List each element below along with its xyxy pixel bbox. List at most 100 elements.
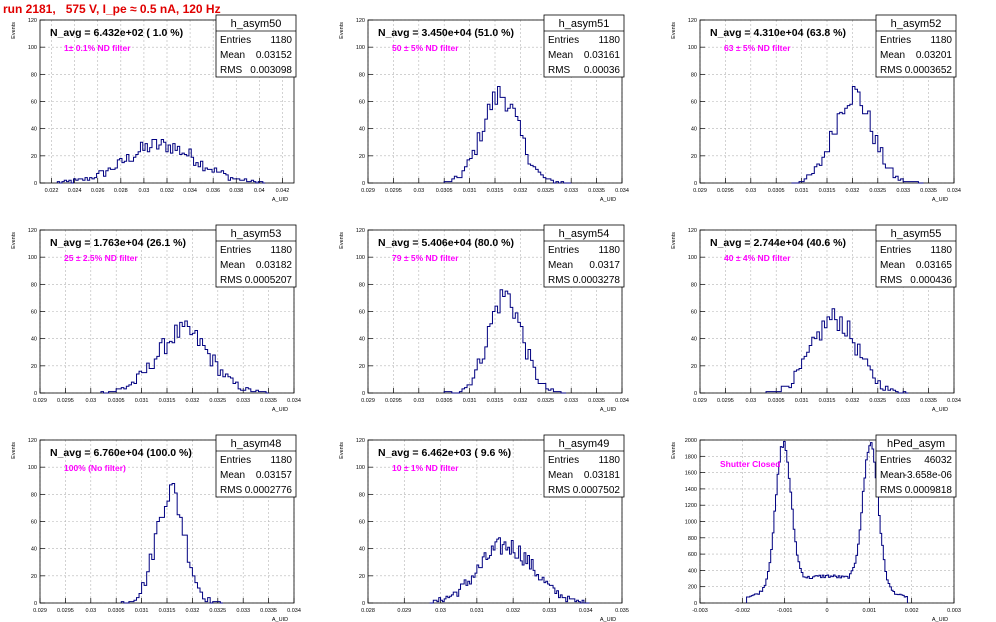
x-tick-label: 0.0315 xyxy=(487,398,504,404)
x-tick-label: 0.031 xyxy=(795,188,809,194)
annotation-label: 25 ± 2.5% ND filter xyxy=(64,253,138,263)
navg-label: N_avg = 6.432e+02 ( 1.0 %) xyxy=(50,27,183,39)
x-tick-label: 0.0325 xyxy=(869,188,886,194)
x-tick-label: 0.034 xyxy=(615,398,629,404)
stat-value-entries: 1180 xyxy=(930,35,952,46)
y-tick-label: 0 xyxy=(362,391,365,397)
x-tick-label: 0.034 xyxy=(183,188,197,194)
stat-label-entries: Entries xyxy=(220,245,251,256)
stat-value-mean: 0.0317 xyxy=(589,260,620,271)
x-tick-label: 0.032 xyxy=(846,188,860,194)
annotation-label: 63 ± 5% ND filter xyxy=(724,43,791,53)
x-tick-label: 0.03 xyxy=(413,188,424,194)
x-tick-label: 0.029 xyxy=(361,188,375,194)
stats-box-frame xyxy=(543,14,625,78)
stats-title: hPed_asym xyxy=(887,438,945,450)
histogram-h_asym55 xyxy=(765,308,909,394)
x-tick-label: 0.0315 xyxy=(819,188,836,194)
stats-title: h_asym51 xyxy=(559,18,610,30)
y-tick-label: 60 xyxy=(359,100,365,106)
panel-h_asym50: 0.022 0.024 0.026 0.028 0.03 0.032 0.034 0.036 0… xyxy=(11,14,297,203)
stat-label-rms: RMS xyxy=(548,485,571,496)
stat-value-entries: 1180 xyxy=(270,455,292,466)
stats-box: h_asym49 Entries 1180 Mean 0.03181 RMS 0.00075… xyxy=(543,434,625,498)
x-tick-label: 0.026 xyxy=(91,188,105,194)
stat-value-mean: -3.658e-06 xyxy=(904,470,953,481)
navg-label: N_avg = 6.462e+03 ( 9.6 %) xyxy=(378,447,511,459)
y-tick-label: 20 xyxy=(31,154,37,160)
stats-box-frame xyxy=(543,434,625,498)
y-tick-label: 1000 xyxy=(685,520,697,526)
y-tick-label: 60 xyxy=(691,310,697,316)
y-tick-label: 1200 xyxy=(685,503,697,509)
x-tick-label: 0.034 xyxy=(947,188,961,194)
y-tick-label: 800 xyxy=(688,536,697,542)
x-tick-label: 0.0315 xyxy=(159,398,176,404)
x-tick-label: 0.038 xyxy=(229,188,243,194)
x-tick-label: 0.034 xyxy=(579,608,593,614)
stat-label-rms: RMS xyxy=(880,65,903,76)
x-tick-label: 0.031 xyxy=(463,398,477,404)
navg-label: N_avg = 4.310e+04 (63.8 %) xyxy=(710,27,846,39)
histogram-h_asym50 xyxy=(56,139,266,184)
x-tick-label: 0.0295 xyxy=(57,608,74,614)
x-tick-label: 0.033 xyxy=(896,188,910,194)
y-tick-label: 80 xyxy=(31,492,37,498)
y-tick-label: 40 xyxy=(31,127,37,133)
x-tick-label: 0.002 xyxy=(905,608,919,614)
x-tick-label: 0.0325 xyxy=(869,398,886,404)
y-tick-label: 0 xyxy=(34,181,37,187)
annotation-label: 79 ± 5% ND filter xyxy=(392,253,459,263)
y-tick-label: 80 xyxy=(359,282,365,288)
y-tick-label: 100 xyxy=(356,255,365,261)
annotation-label: 50 ± 5% ND filter xyxy=(392,43,459,53)
x-tick-label: 0.034 xyxy=(947,398,961,404)
stat-label-rms: RMS xyxy=(220,65,243,76)
stat-value-entries: 1180 xyxy=(270,245,292,256)
y-tick-label: 40 xyxy=(359,127,365,133)
annotation-label: 40 ± 4% ND filter xyxy=(724,253,791,263)
stat-label-mean: Mean xyxy=(880,470,905,481)
x-tick-label: 0.029 xyxy=(693,188,707,194)
y-axis-label: Events xyxy=(339,22,345,39)
x-tick-label: 0 xyxy=(825,608,828,614)
histogram-h_asym53 xyxy=(100,320,269,394)
stat-label-entries: Entries xyxy=(880,35,911,46)
stat-value-mean: 0.03182 xyxy=(256,260,293,271)
x-tick-label: 0.0295 xyxy=(717,398,734,404)
x-axis-label: A_UID xyxy=(932,197,948,203)
y-tick-label: 100 xyxy=(356,465,365,471)
histogram-h_asym49 xyxy=(429,537,590,604)
stat-label-mean: Mean xyxy=(880,50,905,61)
stat-label-mean: Mean xyxy=(548,260,573,271)
stat-label-mean: Mean xyxy=(220,470,245,481)
x-tick-label: 0.033 xyxy=(236,398,250,404)
x-tick-label: 0.0305 xyxy=(768,398,785,404)
y-tick-label: 100 xyxy=(28,465,37,471)
panel-h_asym49: 0.028 0.029 0.03 0.031 0.032 0.033 0.034 0.035 0… xyxy=(339,434,629,622)
y-tick-label: 40 xyxy=(359,337,365,343)
stat-value-entries: 1180 xyxy=(930,245,952,256)
x-tick-label: 0.034 xyxy=(287,608,301,614)
x-tick-label: 0.0295 xyxy=(385,398,402,404)
x-axis-label: A_UID xyxy=(932,407,948,413)
x-tick-label: 0.033 xyxy=(564,398,578,404)
histogram-outline xyxy=(443,86,572,184)
x-tick-label: 0.029 xyxy=(33,398,47,404)
x-axis-label: A_UID xyxy=(272,197,288,203)
panel-hPed_asym: -0.003 -0.002 -0.001 0 0.001 0.002 0.003 0 200 40… xyxy=(671,434,961,622)
y-tick-label: 60 xyxy=(31,520,37,526)
y-tick-label: 60 xyxy=(359,310,365,316)
y-axis-label: Events xyxy=(671,22,677,39)
x-axis-label: A_UID xyxy=(600,407,616,413)
x-tick-label: 0.0295 xyxy=(717,188,734,194)
x-tick-label: 0.0295 xyxy=(57,398,74,404)
panel-h_asym55: 0.029 0.0295 0.03 0.0305 0.031 0.0315 0.032 0.0… xyxy=(671,224,961,413)
stat-value-rms: 0.0009818 xyxy=(905,485,953,496)
x-tick-label: -0.001 xyxy=(777,608,793,614)
stat-label-mean: Mean xyxy=(548,470,573,481)
navg-label: N_avg = 3.450e+04 (51.0 %) xyxy=(378,27,514,39)
x-tick-label: 0.001 xyxy=(862,608,876,614)
y-tick-label: 20 xyxy=(691,364,697,370)
y-tick-label: 40 xyxy=(359,547,365,553)
